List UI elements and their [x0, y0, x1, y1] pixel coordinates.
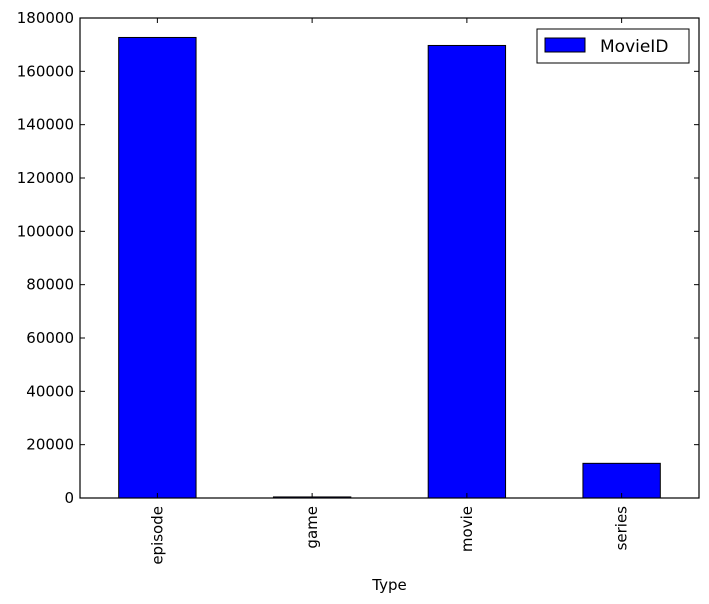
x-tick-label-series: series — [613, 506, 631, 551]
y-tick-label-120000: 120000 — [17, 169, 74, 187]
x-tick-label-game: game — [303, 506, 321, 549]
legend: MovieID — [536, 28, 690, 64]
y-tick-label-20000: 20000 — [26, 436, 74, 454]
x-tick-label-episode: episode — [148, 506, 166, 565]
bar-series — [582, 462, 661, 499]
y-tick-label-60000: 60000 — [26, 329, 74, 347]
y-tick-label-40000: 40000 — [26, 382, 74, 400]
y-tick-label-80000: 80000 — [26, 276, 74, 294]
plot-frame — [79, 17, 700, 499]
x-tick-label-movie: movie — [458, 506, 476, 552]
legend-swatch — [544, 37, 586, 53]
x-axis-title: Type — [371, 576, 406, 594]
y-tick-label-140000: 140000 — [17, 116, 74, 134]
bars-group — [118, 36, 661, 499]
bar-episode — [118, 36, 197, 499]
bar-movie — [427, 44, 507, 499]
y-tick-label-0: 0 — [64, 489, 74, 507]
y-tick-label-160000: 160000 — [17, 62, 74, 80]
legend-label: MovieID — [600, 37, 668, 57]
ticks-group: episode game movie series 0 20000 40000 60000 80… — [17, 9, 699, 565]
y-tick-label-100000: 100000 — [17, 222, 74, 240]
y-tick-label-180000: 180000 — [17, 9, 74, 27]
